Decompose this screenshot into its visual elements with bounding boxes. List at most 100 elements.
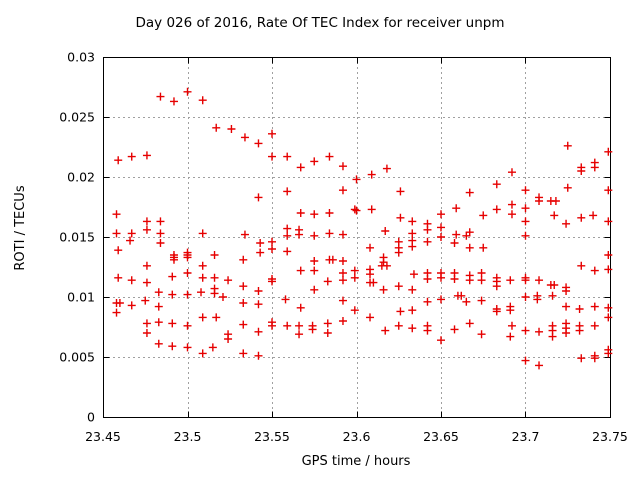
data-point-marker <box>281 295 290 304</box>
data-point-marker <box>562 219 571 228</box>
data-point-marker <box>239 320 248 329</box>
data-point-marker <box>437 233 445 241</box>
data-point-marker <box>366 270 375 279</box>
data-point-marker <box>477 296 486 305</box>
data-point-marker <box>142 329 151 337</box>
data-point-marker <box>577 261 586 270</box>
data-point-marker <box>239 255 248 264</box>
data-point-marker <box>548 291 557 300</box>
data-point-marker <box>310 231 319 240</box>
data-point-marker <box>127 229 136 238</box>
data-point-marker <box>338 230 347 239</box>
data-point-marker <box>142 151 151 160</box>
data-point-marker <box>296 266 305 275</box>
data-point-marker <box>310 257 319 265</box>
data-point-marker <box>227 125 236 133</box>
data-point-marker <box>156 229 165 238</box>
data-point-marker <box>154 288 163 297</box>
data-point-marker <box>142 225 151 234</box>
data-point-marker <box>268 129 276 138</box>
data-point-marker <box>452 204 461 213</box>
data-point-marker <box>452 230 461 239</box>
data-point-marker <box>198 349 207 358</box>
data-point-marker <box>477 269 486 277</box>
data-point-marker <box>283 224 292 233</box>
data-point-marker <box>465 228 474 237</box>
y-tick-label: 0.03 <box>67 49 95 64</box>
data-point-marker <box>268 277 276 286</box>
data-point-marker <box>535 327 544 336</box>
data-point-marker <box>367 170 376 179</box>
data-point-marker <box>183 290 192 299</box>
data-point-marker <box>507 168 516 177</box>
data-point-marker <box>506 306 515 315</box>
data-point-marker <box>550 281 559 289</box>
data-point-marker <box>507 200 516 209</box>
data-point-marker <box>328 255 337 264</box>
data-point-marker <box>350 273 359 282</box>
data-point-marker <box>352 175 361 184</box>
x-tick-label: 23.55 <box>254 429 290 444</box>
data-point-marker <box>310 266 319 275</box>
data-point-marker <box>198 261 207 270</box>
data-point-marker <box>295 230 304 239</box>
data-point-marker <box>465 276 474 285</box>
data-point-marker <box>154 318 163 327</box>
data-point-marker <box>198 229 207 238</box>
data-point-marker <box>575 305 584 313</box>
data-point-marker <box>256 248 265 257</box>
data-point-marker <box>338 257 347 265</box>
data-point-marker <box>239 282 248 291</box>
data-point-marker <box>394 282 403 291</box>
data-point-marker <box>437 210 445 219</box>
data-point-marker <box>535 197 544 205</box>
data-point-marker <box>283 247 292 256</box>
data-point-marker <box>521 356 530 365</box>
data-point-marker <box>240 133 249 142</box>
x-axis-label: GPS time / hours <box>302 454 411 469</box>
data-point-marker <box>350 205 359 214</box>
data-point-marker <box>450 325 459 334</box>
data-point-marker <box>168 342 177 351</box>
data-point-marker <box>437 336 445 345</box>
data-point-marker <box>268 245 276 253</box>
data-point-marker <box>338 186 347 195</box>
data-point-marker <box>462 231 471 240</box>
data-point-marker <box>239 299 248 307</box>
data-point-marker <box>408 217 417 226</box>
data-point-marker <box>168 290 177 299</box>
data-point-marker <box>457 291 466 300</box>
x-tick-label: 23.5 <box>174 429 202 444</box>
data-point-marker <box>450 239 459 247</box>
data-point-marker <box>183 343 192 352</box>
data-point-marker <box>114 156 123 165</box>
data-point-marker <box>521 293 530 301</box>
data-point-marker <box>437 223 445 232</box>
data-point-marker <box>521 326 530 335</box>
data-point-marker <box>254 351 263 360</box>
data-point-marker <box>156 239 165 247</box>
data-point-marker <box>408 306 417 315</box>
data-point-marker <box>577 167 586 175</box>
data-point-marker <box>154 302 163 311</box>
data-point-marker <box>296 163 305 172</box>
data-point-marker <box>283 321 292 330</box>
data-point-marker <box>112 308 121 317</box>
data-point-marker <box>521 186 530 195</box>
data-point-marker <box>183 269 192 277</box>
data-point-marker <box>127 276 136 285</box>
data-point-marker <box>239 349 248 358</box>
data-point-marker <box>183 253 192 262</box>
data-point-marker <box>169 97 178 106</box>
data-point-marker <box>338 269 347 277</box>
data-point-marker <box>183 87 192 96</box>
data-point-marker <box>283 187 292 196</box>
data-point-marker <box>168 272 177 281</box>
data-point-marker <box>590 354 599 363</box>
data-point-marker <box>142 261 151 270</box>
data-point-marker <box>224 276 233 285</box>
x-tick-label: 23.7 <box>512 429 540 444</box>
data-point-marker <box>218 293 227 301</box>
data-point-marker <box>408 324 417 333</box>
data-point-marker <box>367 205 376 214</box>
